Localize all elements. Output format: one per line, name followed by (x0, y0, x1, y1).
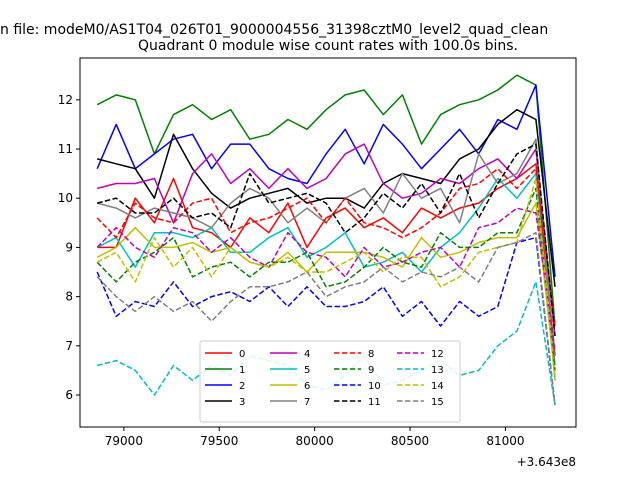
x-tick-label: 80500 (391, 434, 429, 448)
filename-title: n file: modeM0/AS1T04_026T01_9000004556_… (0, 22, 548, 38)
series-line-10 (96, 236, 556, 405)
legend-label-4: 4 (304, 349, 310, 360)
legend-label-13: 13 (431, 365, 444, 376)
legend-label-15: 15 (431, 397, 444, 408)
series-line-15 (96, 231, 556, 405)
x-tick-label: 79000 (105, 434, 143, 448)
series-line-1 (96, 74, 556, 327)
legend-label-0: 0 (239, 349, 245, 360)
series-line-11 (97, 143, 556, 337)
legend-label-11: 11 (368, 397, 381, 408)
legend-label-8: 8 (368, 349, 374, 360)
legend-box (199, 340, 461, 423)
legend-label-6: 6 (304, 381, 310, 392)
y-tick-label: 8 (65, 290, 73, 304)
y-tick-label: 12 (58, 93, 73, 107)
series-line-9 (96, 187, 556, 371)
legend-label-12: 12 (431, 349, 444, 360)
series-layer (96, 74, 556, 406)
legend-label-10: 10 (368, 381, 381, 392)
series-line-0 (97, 163, 556, 356)
legend-label-7: 7 (304, 397, 310, 408)
series-line-5 (96, 172, 556, 381)
x-tick-label: 80000 (296, 434, 334, 448)
series-line-14 (96, 177, 556, 381)
chart-title: Quadrant 0 module wise count rates with … (138, 38, 518, 54)
x-tick-label: 81000 (486, 434, 524, 448)
y-tick-label: 10 (58, 191, 73, 205)
x-tick-label: 79500 (200, 434, 238, 448)
axes-frame (79, 57, 577, 428)
y-tick-label: 11 (58, 142, 73, 156)
series-line-8 (96, 167, 556, 327)
series-line-12 (96, 207, 556, 351)
x-offset-label: +3.643e8 (517, 455, 576, 469)
legend-label-14: 14 (431, 381, 444, 392)
y-tick-label: 6 (65, 388, 73, 402)
legend-label-3: 3 (239, 397, 245, 408)
y-tick-label: 9 (65, 240, 73, 254)
series-line-13 (97, 281, 556, 406)
y-tick-label: 7 (65, 339, 73, 353)
legend-label-2: 2 (239, 381, 245, 392)
series-line-3 (97, 108, 556, 287)
legend-label-1: 1 (239, 365, 245, 376)
series-line-6 (96, 202, 556, 376)
legend-label-9: 9 (368, 365, 374, 376)
legend-label-5: 5 (304, 365, 310, 376)
